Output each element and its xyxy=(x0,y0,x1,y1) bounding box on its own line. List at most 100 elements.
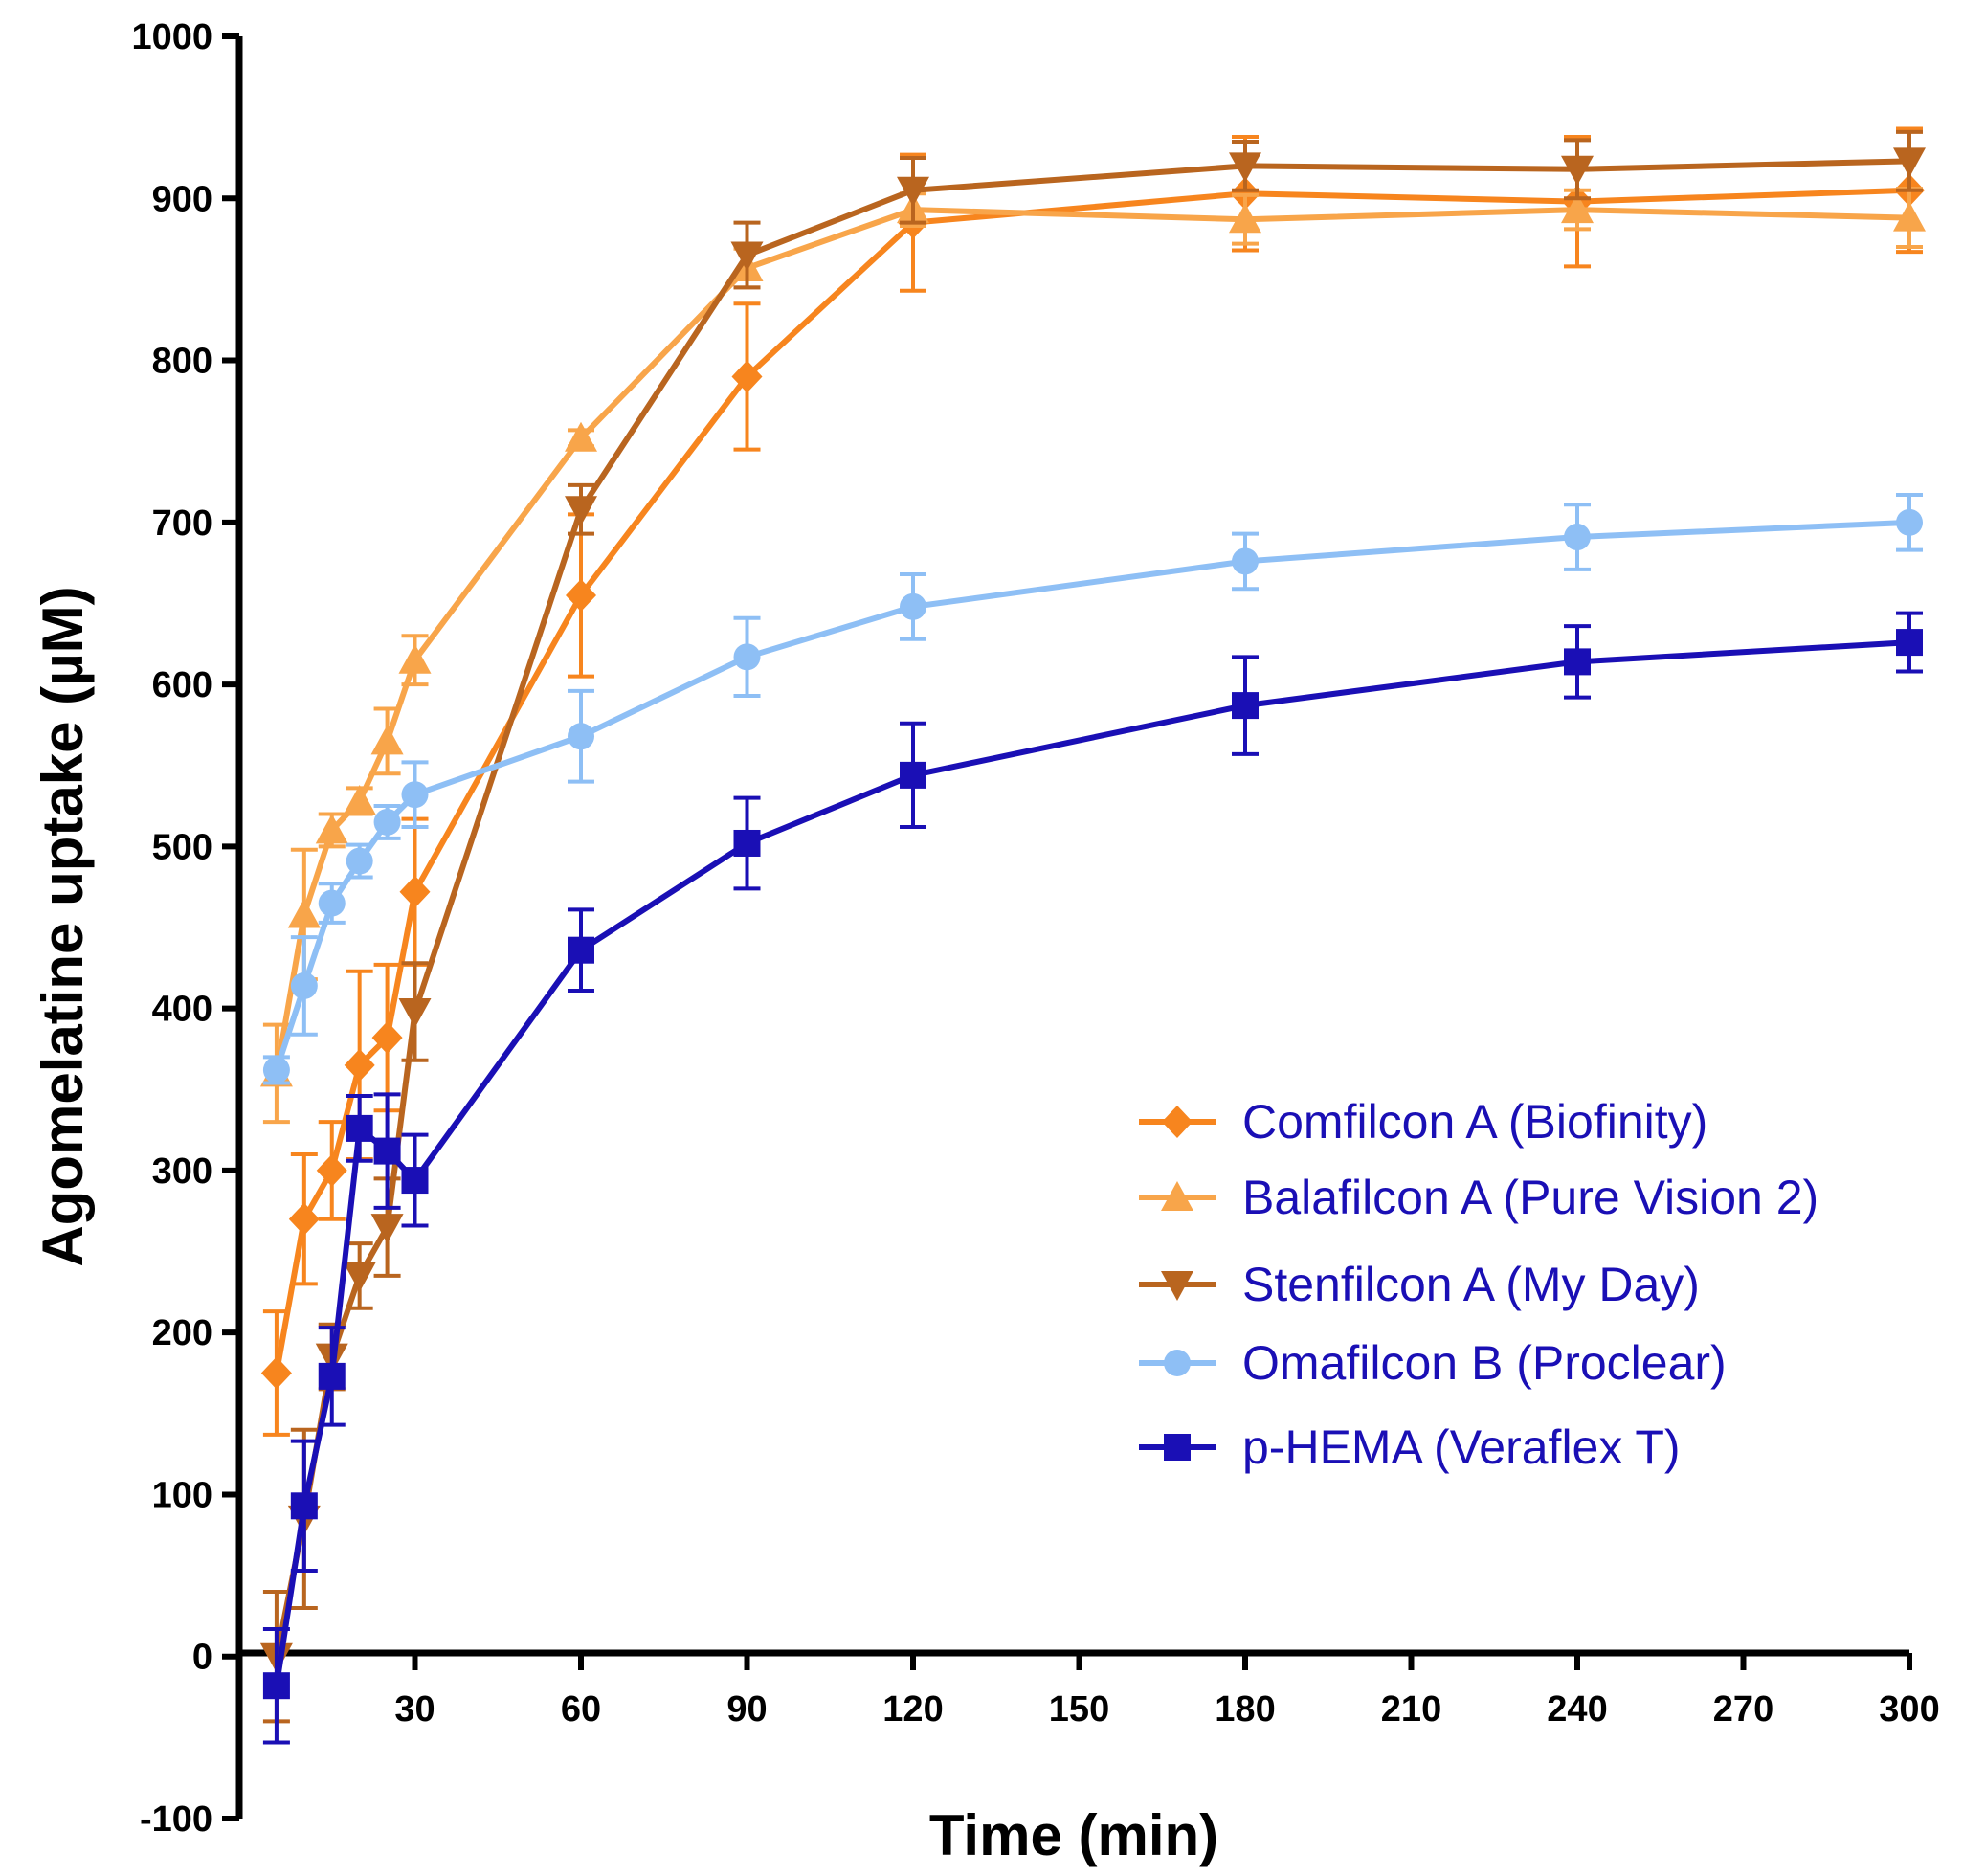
series-line xyxy=(274,519,1910,1071)
data-point xyxy=(262,1672,290,1700)
data-point xyxy=(900,761,926,789)
x-tick-label: 300 xyxy=(1879,1689,1939,1730)
x-ticks: 30 60 90 120 150 180 210 240 270 300 xyxy=(394,1653,1940,1730)
data-point xyxy=(398,998,432,1029)
data-point xyxy=(733,829,761,857)
data-point xyxy=(315,814,348,844)
y-tick-label: 900 xyxy=(152,179,212,219)
y-tick-label: -100 xyxy=(140,1799,212,1840)
data-point xyxy=(318,889,346,917)
data-point xyxy=(566,578,596,612)
axes: -100 0 100 200 300 400 500 600 700 800 900 1000 30 6… xyxy=(31,17,1940,1867)
x-tick-label: 150 xyxy=(1049,1689,1109,1730)
series-3 xyxy=(262,493,1923,1085)
data-point xyxy=(373,1137,401,1165)
data-point xyxy=(1232,547,1259,575)
legend-marker xyxy=(1164,1434,1191,1461)
series-line xyxy=(273,639,1910,1686)
data-point xyxy=(401,781,429,809)
data-point xyxy=(1896,629,1923,657)
data-point xyxy=(343,784,376,815)
data-point xyxy=(370,725,404,755)
data-point xyxy=(344,1048,375,1082)
y-tick-label: 100 xyxy=(152,1475,212,1515)
data-point xyxy=(1893,147,1926,178)
y-tick-label: 200 xyxy=(152,1313,212,1353)
legend-label: Stenfilcon A (My Day) xyxy=(1242,1258,1700,1311)
series-4 xyxy=(262,611,1923,1745)
data-point xyxy=(565,496,597,526)
y-axis-title: Agomelatine uptake (µM) xyxy=(31,586,95,1266)
x-axis-title: Time (min) xyxy=(929,1803,1218,1867)
data-point xyxy=(316,1153,347,1187)
legend: Comfilcon A (Biofinity) Balafilcon A (Pur… xyxy=(1139,1095,1818,1474)
y-tick-label: 400 xyxy=(152,990,212,1030)
legend-item-1: Balafilcon A (Pure Vision 2) xyxy=(1139,1171,1818,1224)
data-point xyxy=(897,176,929,207)
y-tick-label: 1000 xyxy=(131,17,212,57)
legend-marker xyxy=(1161,1181,1193,1211)
legend-item-0: Comfilcon A (Biofinity) xyxy=(1139,1095,1707,1149)
legend-label: Omafilcon B (Proclear) xyxy=(1242,1336,1727,1390)
legend-item-3: Omafilcon B (Proclear) xyxy=(1139,1336,1727,1390)
x-tick-label: 240 xyxy=(1547,1689,1607,1730)
y-tick-label: 700 xyxy=(152,503,212,544)
y-tick-label: 800 xyxy=(152,342,212,382)
data-point xyxy=(287,898,321,928)
data-point xyxy=(731,360,763,393)
legend-item-2: Stenfilcon A (My Day) xyxy=(1139,1258,1700,1311)
data-point xyxy=(1564,648,1591,676)
data-point xyxy=(401,1167,429,1195)
data-point xyxy=(346,847,373,875)
data-point xyxy=(733,643,761,671)
data-point xyxy=(1896,508,1923,536)
x-tick-label: 120 xyxy=(882,1689,943,1730)
data-point xyxy=(371,1021,403,1055)
data-point xyxy=(568,936,594,964)
x-tick-label: 30 xyxy=(394,1689,435,1730)
data-point xyxy=(290,972,318,999)
data-point xyxy=(1561,155,1594,186)
legend-label: Balafilcon A (Pure Vision 2) xyxy=(1242,1171,1818,1224)
series-0 xyxy=(260,126,1925,1437)
legend-label: p-HEMA (Veraflex T) xyxy=(1242,1420,1681,1474)
legend-label: Comfilcon A (Biofinity) xyxy=(1242,1095,1707,1149)
data-point xyxy=(1893,201,1926,232)
legend-marker xyxy=(1164,1350,1191,1376)
x-tick-label: 270 xyxy=(1713,1689,1773,1730)
data-point xyxy=(730,241,764,272)
x-tick-label: 90 xyxy=(726,1689,767,1730)
data-point xyxy=(1564,524,1591,551)
legend-marker xyxy=(1161,1271,1193,1301)
y-tick-label: 500 xyxy=(152,827,212,867)
data-point xyxy=(900,592,926,620)
plot-area xyxy=(259,126,1926,1745)
series-line xyxy=(273,207,1910,1074)
x-tick-label: 60 xyxy=(561,1689,601,1730)
data-point xyxy=(568,723,594,750)
data-point xyxy=(1561,193,1594,224)
data-point xyxy=(318,1362,346,1390)
legend-marker xyxy=(1162,1106,1193,1138)
data-point xyxy=(343,1262,376,1292)
data-point xyxy=(565,421,597,452)
data-point xyxy=(370,1214,404,1244)
data-point xyxy=(260,1356,292,1390)
x-tick-label: 180 xyxy=(1215,1689,1275,1730)
data-point xyxy=(262,1056,290,1083)
data-point xyxy=(346,1114,373,1142)
data-point xyxy=(290,1492,318,1520)
y-tick-label: 300 xyxy=(152,1151,212,1192)
legend-item-4: p-HEMA (Veraflex T) xyxy=(1139,1420,1681,1474)
y-tick-label: 0 xyxy=(192,1638,212,1678)
data-point xyxy=(373,808,401,836)
data-point xyxy=(288,1202,320,1236)
data-point xyxy=(1229,152,1261,183)
data-point xyxy=(398,643,432,674)
data-point xyxy=(1232,692,1259,720)
y-ticks: -100 0 100 200 300 400 500 600 700 800 900 1000 xyxy=(131,17,239,1840)
data-point xyxy=(399,875,431,908)
y-tick-label: 600 xyxy=(152,665,212,705)
data-point xyxy=(1229,203,1261,234)
